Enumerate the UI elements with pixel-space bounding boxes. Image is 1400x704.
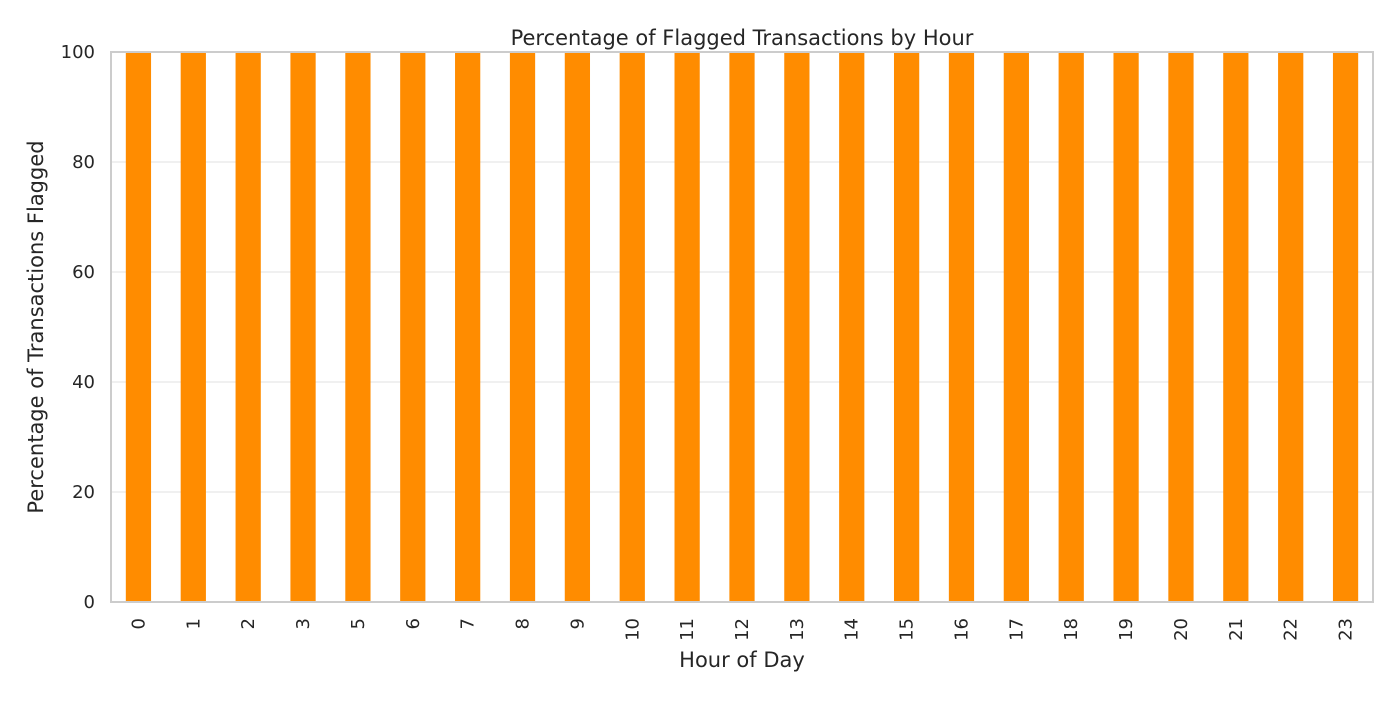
x-tick-label: 14	[842, 618, 863, 641]
x-tick-label: 17	[1006, 618, 1027, 641]
bar-hour-11	[674, 52, 700, 602]
chart-title: Percentage of Flagged Transactions by Ho…	[511, 26, 974, 50]
bar-hour-13	[784, 52, 810, 602]
bar-hour-10	[619, 52, 645, 602]
y-tick-label: 40	[72, 372, 95, 393]
bar-hour-21	[1223, 52, 1249, 602]
bar-hour-8	[509, 52, 536, 602]
x-tick-label: 18	[1061, 618, 1082, 641]
bar-hour-15	[893, 52, 920, 602]
x-tick-label: 16	[951, 618, 972, 641]
bar-series	[125, 52, 1359, 602]
x-tick-label: 13	[787, 618, 808, 641]
plot-frame	[110, 51, 1374, 603]
bar-hour-0	[125, 52, 152, 602]
y-tick-labels: 0 20 40 60 80 100	[61, 42, 95, 613]
x-tick-label: 5	[348, 618, 369, 629]
bar-hour-14	[839, 52, 865, 602]
bar-hour-9	[564, 52, 591, 602]
y-tick-label: 0	[84, 592, 95, 613]
bar-hour-17	[1003, 52, 1029, 602]
x-tick-label: 3	[293, 618, 314, 629]
y-axis-label: Percentage of Transactions Flagged	[24, 140, 48, 513]
bar-hour-19	[1113, 52, 1139, 602]
x-tick-label: 22	[1281, 618, 1302, 641]
bar-hour-18	[1058, 52, 1084, 602]
x-tick-label: 7	[458, 618, 479, 629]
bar-hour-1	[180, 52, 206, 602]
bar-hour-12	[729, 52, 755, 602]
bar-hour-2	[235, 52, 261, 602]
x-tick-label: 2	[238, 618, 259, 629]
bar-hour-7	[455, 52, 481, 602]
x-tick-label: 11	[677, 618, 698, 641]
x-tick-labels: 0 1 2 3 5 6 7 8 9 10 11 12 13 14 15 16 17 18 19 20 21 22 23	[128, 618, 1356, 641]
x-tick-label: 12	[732, 618, 753, 641]
x-tick-label: 0	[128, 618, 149, 629]
y-tick-label: 80	[72, 152, 95, 173]
y-tick-label: 60	[72, 262, 95, 283]
x-tick-label: 15	[897, 618, 918, 641]
x-tick-label: 21	[1226, 618, 1247, 641]
bar-hour-20	[1168, 52, 1194, 602]
x-tick-label: 1	[183, 618, 204, 629]
x-tick-label: 23	[1336, 618, 1357, 641]
x-axis-label: Hour of Day	[679, 648, 805, 672]
y-tick-label: 20	[72, 482, 95, 503]
bar-hour-16	[948, 52, 975, 602]
bar-hour-3	[290, 52, 316, 602]
x-tick-label: 8	[513, 618, 534, 629]
bar-hour-5	[345, 52, 371, 602]
bar-hour-22	[1278, 52, 1304, 602]
bar-hour-23	[1332, 52, 1359, 602]
y-tick-label: 100	[61, 42, 95, 63]
x-tick-label: 10	[622, 618, 643, 641]
x-tick-label: 6	[403, 618, 424, 629]
x-tick-label: 9	[567, 618, 588, 629]
bar-hour-6	[400, 52, 426, 602]
x-tick-label: 20	[1171, 618, 1192, 641]
x-tick-label: 19	[1116, 618, 1137, 641]
